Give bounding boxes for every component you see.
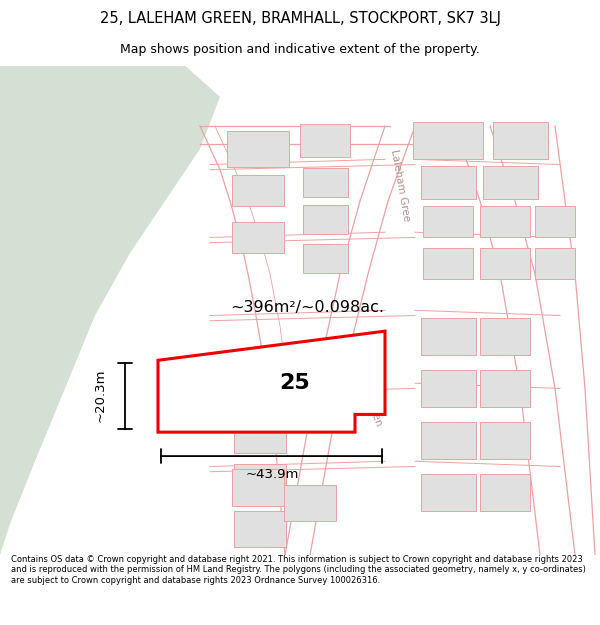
Text: ~20.3m: ~20.3m <box>94 369 107 423</box>
Polygon shape <box>421 370 476 407</box>
Polygon shape <box>421 318 476 354</box>
Polygon shape <box>482 166 538 199</box>
Polygon shape <box>535 206 575 238</box>
Polygon shape <box>423 206 473 238</box>
Polygon shape <box>302 205 347 234</box>
Polygon shape <box>535 248 575 279</box>
Polygon shape <box>421 474 476 511</box>
Polygon shape <box>421 166 476 199</box>
Polygon shape <box>493 122 548 159</box>
Text: Laleham Gree: Laleham Gree <box>389 149 411 222</box>
Text: Contains OS data © Crown copyright and database right 2021. This information is : Contains OS data © Crown copyright and d… <box>11 555 586 585</box>
Polygon shape <box>480 206 530 238</box>
Text: 25: 25 <box>280 373 310 393</box>
Polygon shape <box>423 248 473 279</box>
Polygon shape <box>302 244 347 273</box>
Polygon shape <box>413 122 483 159</box>
Polygon shape <box>300 124 350 158</box>
Polygon shape <box>232 222 284 253</box>
Polygon shape <box>480 318 530 354</box>
Polygon shape <box>480 248 530 279</box>
Polygon shape <box>232 175 284 206</box>
Polygon shape <box>234 511 286 548</box>
Polygon shape <box>302 168 347 197</box>
Text: ~396m²/~0.098ac.: ~396m²/~0.098ac. <box>230 300 384 315</box>
Text: Map shows position and indicative extent of the property.: Map shows position and indicative extent… <box>120 42 480 56</box>
Polygon shape <box>234 417 286 454</box>
Text: Laleham Green: Laleham Green <box>347 349 383 428</box>
Polygon shape <box>234 464 286 501</box>
Polygon shape <box>480 474 530 511</box>
Polygon shape <box>480 422 530 459</box>
Polygon shape <box>0 66 220 555</box>
Polygon shape <box>284 485 336 521</box>
Polygon shape <box>227 131 289 167</box>
Polygon shape <box>480 370 530 407</box>
Text: 25, LALEHAM GREEN, BRAMHALL, STOCKPORT, SK7 3LJ: 25, LALEHAM GREEN, BRAMHALL, STOCKPORT, … <box>100 11 500 26</box>
Polygon shape <box>421 422 476 459</box>
Polygon shape <box>232 469 284 506</box>
Text: ~43.9m: ~43.9m <box>245 468 299 481</box>
Polygon shape <box>158 331 385 432</box>
